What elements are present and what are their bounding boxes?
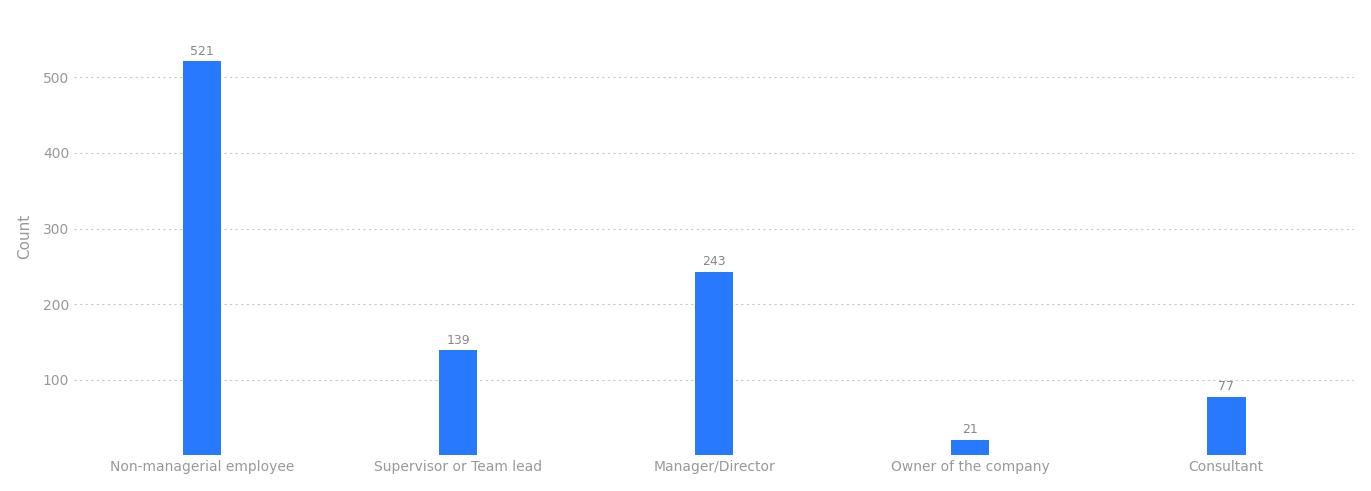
- Text: 77: 77: [1219, 381, 1234, 393]
- Y-axis label: Count: Count: [16, 214, 32, 259]
- Bar: [695, 272, 733, 456]
- Text: 139: 139: [447, 333, 470, 347]
- Text: 521: 521: [191, 45, 214, 57]
- Bar: [182, 61, 221, 456]
- Bar: [439, 350, 477, 456]
- Text: 21: 21: [962, 423, 978, 436]
- Bar: [951, 439, 990, 456]
- Text: 243: 243: [702, 255, 727, 268]
- Bar: [1206, 397, 1245, 456]
